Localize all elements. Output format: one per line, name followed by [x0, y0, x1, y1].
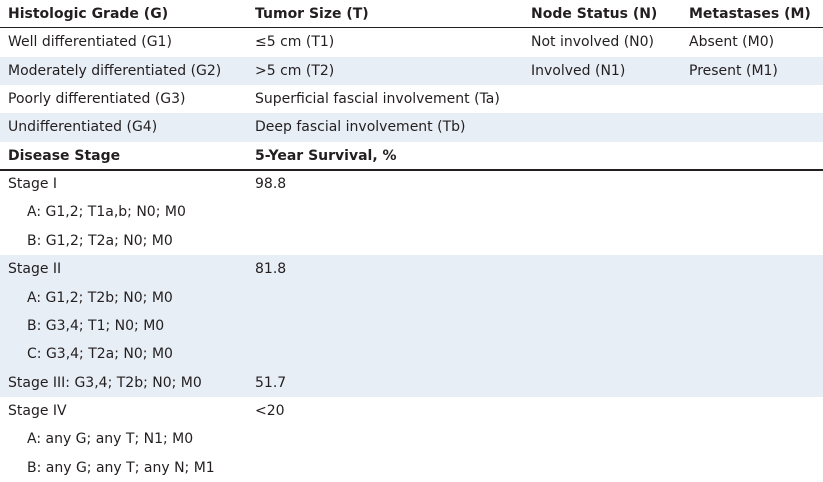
- stage-substage: A: G1,2; T1a,b; N0; M0: [27, 204, 186, 221]
- table-row: [0, 368, 823, 397]
- table-cell: Poorly differentiated (G3): [8, 91, 186, 108]
- stage-label: Stage II: [8, 261, 62, 278]
- table-cell: Undifferentiated (G4): [8, 119, 158, 136]
- stage-substage: B: G1,2; T2a; N0; M0: [27, 232, 173, 249]
- table-row: [0, 255, 823, 369]
- stage-substage: A: any G; any T; N1; M0: [27, 431, 194, 448]
- survival-value: 98.8: [255, 176, 287, 193]
- header-rule: [0, 169, 823, 172]
- table-row: [0, 56, 823, 86]
- header-cell: Tumor Size (T): [255, 6, 369, 22]
- table-cell: ≤5 cm (T1): [255, 34, 335, 51]
- header-rule: [0, 27, 823, 29]
- table-cell: Absent (M0): [689, 34, 775, 51]
- header-cell: 5-Year Survival, %: [255, 147, 397, 164]
- table-cell: Involved (N1): [531, 62, 626, 79]
- header-cell: Histologic Grade (G): [8, 6, 169, 22]
- stage-substage: A: G1,2; T2b; N0; M0: [27, 289, 173, 306]
- stage-substage: C: G3,4; T2a; N0; M0: [27, 346, 173, 363]
- stage-label: Stage IV: [8, 402, 67, 419]
- table-cell: Superficial fascial involvement (Ta): [255, 91, 500, 108]
- stage-substage: B: any G; any T; any N; M1: [27, 459, 215, 476]
- table-row: [0, 142, 823, 170]
- survival-value: 51.7: [255, 374, 287, 391]
- table-cell: Not involved (N0): [531, 34, 655, 51]
- survival-value: <20: [255, 402, 285, 419]
- table-cell: >5 cm (T2): [255, 62, 335, 79]
- table-cell: Well differentiated (G1): [8, 34, 172, 51]
- table-row: [0, 113, 823, 142]
- table-cell: Moderately differentiated (G2): [8, 62, 222, 79]
- table-cell: Present (M1): [689, 62, 778, 79]
- header-cell: Metastases (M): [689, 6, 811, 22]
- stage-substage: B: G3,4; T1; N0; M0: [27, 317, 165, 334]
- stage-label: Stage III: G3,4; T2b; N0; M0: [8, 374, 202, 391]
- header-cell: Disease Stage: [8, 147, 121, 164]
- header-cell: Node Status (N): [531, 6, 658, 22]
- table-cell: Deep fascial involvement (Tb): [255, 119, 466, 136]
- stage-label: Stage I: [8, 176, 58, 193]
- survival-value: 81.8: [255, 261, 287, 278]
